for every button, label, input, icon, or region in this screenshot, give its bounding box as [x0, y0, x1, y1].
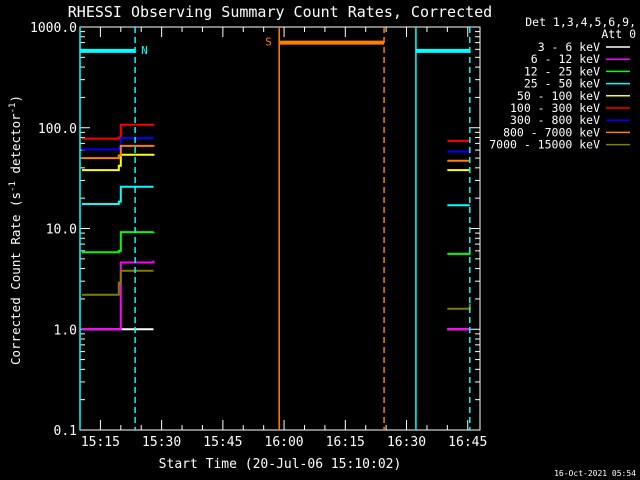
series-line [82, 260, 155, 331]
plot-frame [79, 26, 481, 431]
y-tick-label: 10.0 [46, 223, 77, 238]
y-axis-label-sup1: -1 [8, 181, 18, 192]
legend-title-line2: Att 0 [601, 27, 636, 41]
legend-label: 100 - 300 keV [510, 101, 600, 115]
y-axis-label: Corrected Count Rate (s-1 detector-1) [8, 95, 23, 365]
series-line [447, 303, 471, 310]
series-1 [82, 260, 470, 331]
x-tick-label: 15:30 [142, 435, 181, 450]
series-line [82, 153, 155, 172]
x-tick-label: 16:30 [387, 435, 426, 450]
axes-layer: 0.1 1.0 10.0 100.0 1000.0 15:15 15:30 15:45 16:0… [30, 21, 487, 450]
series-line [82, 123, 155, 140]
series-line [82, 269, 154, 296]
series-line [447, 139, 471, 142]
marker-label: N [141, 44, 148, 57]
y-tick-label: 1.0 [54, 323, 77, 338]
legend-label: 12 - 25 keV [524, 64, 600, 78]
y-tick-label: 1000.0 [30, 21, 77, 36]
series-line [82, 144, 155, 160]
footer-timestamp: 16-Oct-2021 05:54 [554, 469, 636, 478]
series-line [82, 231, 155, 254]
y-tick-label: 100.0 [38, 122, 77, 137]
legend-label: 25 - 50 keV [524, 77, 600, 91]
legend-label: 300 - 800 keV [510, 113, 600, 127]
legend-title-line1: Det 1,3,4,5,6,9, [525, 15, 636, 29]
x-tick-label: 16:45 [448, 435, 487, 450]
y-axis-label-end: ) [8, 95, 23, 103]
x-axis-label: Start Time (20-Jul-06 15:10:02) [159, 457, 402, 472]
y-axis-label-sup2: -1 [8, 103, 18, 114]
series-line [82, 185, 154, 205]
series-4 [82, 153, 470, 172]
series-line [82, 137, 154, 151]
series-7 [82, 144, 470, 162]
x-tick-label: 15:15 [81, 435, 120, 450]
series-3 [82, 185, 470, 207]
x-tick-label: 16:00 [265, 435, 304, 450]
y-axis-label-main: Corrected Count Rate (s [8, 192, 23, 365]
legend-label: 6 - 12 keV [531, 52, 600, 66]
x-tick-label: 15:45 [203, 435, 242, 450]
x-tick-label: 16:15 [326, 435, 365, 450]
marker-label: S [265, 36, 272, 49]
legend-label: 7000 - 15000 keV [489, 138, 600, 152]
series-line [447, 252, 471, 255]
series-line [447, 150, 471, 153]
y-tick-label: 0.1 [54, 424, 77, 439]
y-axis-label-mid: detector [8, 113, 23, 181]
series-2 [82, 231, 471, 255]
chart-title: RHESSI Observing Summary Count Rates, Co… [68, 3, 492, 21]
annotation-layer: NS [79, 27, 471, 430]
legend-label: 3 - 6 keV [538, 40, 600, 54]
series-8 [82, 269, 471, 310]
legend-label: 800 - 7000 keV [503, 125, 600, 139]
legend-label: 50 - 100 keV [517, 89, 600, 103]
data-layer [82, 123, 471, 331]
